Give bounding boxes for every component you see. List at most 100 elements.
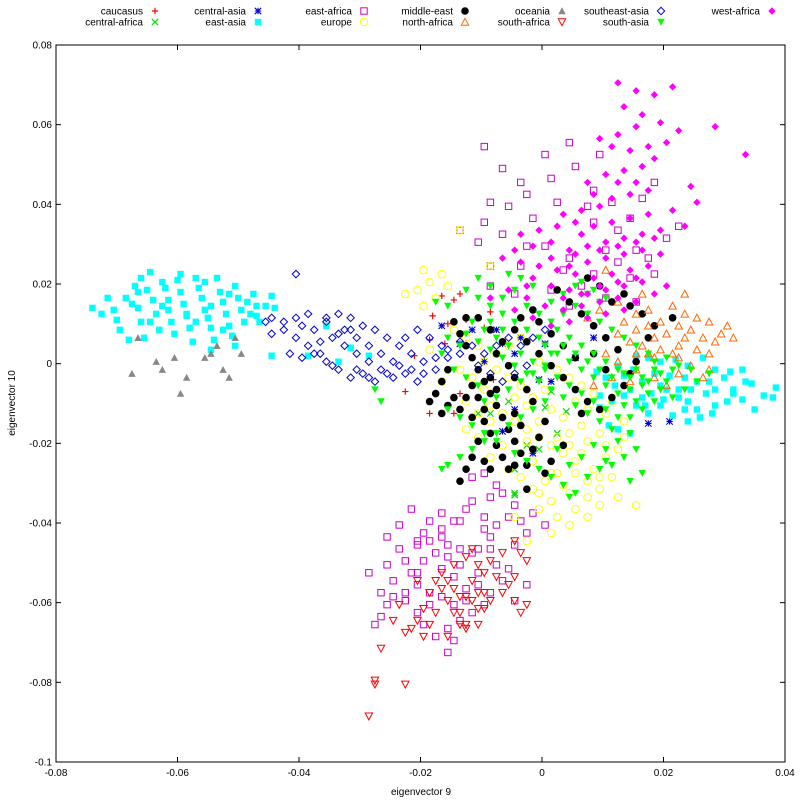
data-point-europe <box>577 381 586 390</box>
series-south-africa <box>364 537 532 721</box>
data-point-south-africa <box>473 589 483 598</box>
legend-item-caucasus: caucasus <box>101 7 159 18</box>
data-point-west-africa <box>614 79 622 87</box>
data-point-europe <box>571 504 580 514</box>
data-point-west-africa <box>620 103 628 111</box>
data-point-southeast-asia <box>321 313 331 323</box>
data-point-south-asia <box>480 398 488 406</box>
data-point-east-asia <box>171 330 178 337</box>
data-point-south-asia <box>529 406 537 414</box>
data-point-oceania <box>158 365 167 373</box>
data-point-south-asia <box>681 386 689 394</box>
legend-label: middle-east <box>401 7 453 18</box>
data-point-east-africa <box>474 581 482 589</box>
data-point-east-africa <box>632 246 640 254</box>
data-point-east-africa <box>401 596 410 605</box>
data-point-east-asia <box>687 386 695 393</box>
data-point-south-asia <box>438 466 446 473</box>
data-point-west-africa <box>638 111 646 119</box>
data-point-east-asia <box>232 282 239 290</box>
data-point-south-africa <box>461 624 471 634</box>
data-point-europe <box>613 492 623 502</box>
data-point-southeast-asia <box>437 341 447 351</box>
data-point-southeast-asia <box>467 341 477 351</box>
data-point-east-africa <box>389 577 397 585</box>
data-point-south-africa <box>461 620 471 630</box>
data-point-south-asia <box>474 382 482 390</box>
data-point-north-africa <box>613 297 623 306</box>
data-point-east-africa <box>450 517 458 525</box>
data-point-southeast-asia <box>303 309 313 319</box>
data-point-north-africa <box>716 329 726 338</box>
data-point-middle-east <box>437 377 446 386</box>
data-point-europe <box>401 289 410 299</box>
data-point-south-africa <box>510 573 520 582</box>
data-point-middle-east <box>431 389 440 398</box>
data-point-east-asia <box>110 306 117 314</box>
data-point-south-africa <box>449 585 459 594</box>
x-tick-label: -0.02 <box>409 768 432 779</box>
data-point-east-africa <box>498 489 507 497</box>
data-point-east-africa <box>444 624 452 633</box>
data-point-central-asia <box>547 378 555 386</box>
data-point-west-africa <box>644 186 653 195</box>
data-point-southeast-asia <box>431 353 441 363</box>
y-tick-label: -0.1 <box>35 758 53 769</box>
data-point-west-africa <box>668 83 677 91</box>
data-point-europe <box>540 476 550 486</box>
data-point-middle-east <box>529 306 537 314</box>
data-point-north-africa <box>625 376 635 386</box>
data-point-southeast-asia <box>346 325 356 335</box>
data-point-south-africa <box>419 604 429 614</box>
y-tick-label: -0.04 <box>29 519 52 530</box>
data-point-south-asia <box>602 294 610 302</box>
data-point-south-asia <box>596 318 604 326</box>
data-point-east-asia <box>225 322 233 330</box>
data-point-west-africa <box>583 178 592 187</box>
data-point-south-africa <box>461 553 471 562</box>
data-point-europe <box>571 468 580 478</box>
data-point-middle-east <box>425 397 434 406</box>
data-point-west-africa <box>589 222 598 230</box>
data-point-europe <box>528 456 538 466</box>
data-point-north-africa <box>722 321 732 330</box>
data-point-europe <box>467 373 477 382</box>
data-point-east-asia <box>742 378 749 385</box>
data-point-north-africa <box>601 348 611 358</box>
y-tick-label: 0 <box>46 359 52 370</box>
data-point-east-africa <box>474 545 482 553</box>
data-point-east-asia <box>629 366 637 373</box>
y-ticks: -0.1 -0.08 -0.06 -0.04 -0.02 0 0.02 0.04 0.06 0.0… <box>29 41 785 769</box>
data-point-east-africa <box>486 262 495 270</box>
data-point-east-africa <box>438 565 446 573</box>
data-point-west-africa <box>517 258 525 266</box>
data-point-south-asia <box>602 358 610 366</box>
data-point-west-africa <box>523 294 531 302</box>
data-point-east-asia <box>98 310 105 318</box>
data-point-west-africa <box>596 202 604 211</box>
data-point-south-asia <box>492 430 501 438</box>
data-point-east-asia <box>165 306 172 314</box>
data-point-west-africa <box>535 262 543 270</box>
data-point-southeast-asia <box>443 345 453 355</box>
data-point-south-asia <box>462 330 470 338</box>
data-point-south-asia <box>553 374 561 382</box>
data-point-southeast-asia <box>267 313 277 323</box>
data-point-south-asia <box>571 282 580 290</box>
data-point-south-asia <box>504 342 513 350</box>
data-point-south-asia <box>614 366 622 374</box>
data-point-south-asia <box>559 290 567 298</box>
data-point-east-africa <box>498 577 507 585</box>
data-point-europe <box>516 472 526 482</box>
data-point-europe <box>479 385 489 394</box>
data-point-west-africa <box>486 294 495 302</box>
data-point-oceania <box>201 353 209 361</box>
data-point-north-africa <box>643 305 653 314</box>
data-point-oceania <box>207 350 215 357</box>
data-point-middle-east <box>486 326 495 334</box>
data-point-central-asia <box>468 326 476 334</box>
data-point-south-asia <box>565 493 574 501</box>
data-point-middle-east <box>492 385 501 394</box>
data-point-southeast-asia <box>425 333 435 343</box>
points-layer <box>89 79 780 721</box>
